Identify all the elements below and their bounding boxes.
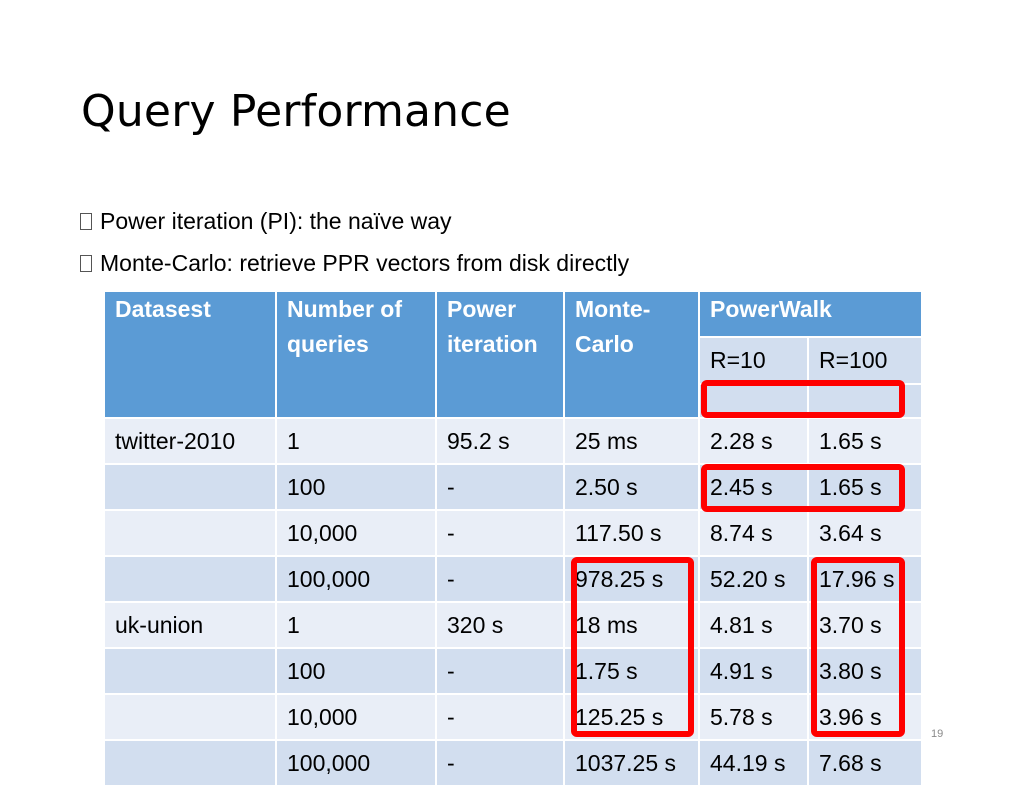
header-number-of-queries: Number of queries — [275, 290, 437, 419]
cell-r100: 3.64 s — [807, 509, 923, 557]
table-row: 100 - 1.75 s 4.91 s 3.80 s — [103, 647, 923, 695]
cell-monte-carlo: 978.25 s — [563, 555, 700, 603]
cell-dataset — [103, 739, 277, 787]
cell-dataset: twitter-2010 — [103, 417, 277, 465]
header-monte-carlo: Monte-Carlo — [563, 290, 700, 419]
cell-r10: 4.81 s — [698, 601, 809, 649]
cell-r10: 5.78 s — [698, 693, 809, 741]
bullet-item: Monte-Carlo: retrieve PPR vectors from d… — [80, 250, 629, 277]
header-powerwalk: PowerWalk — [698, 290, 923, 338]
table-row: 100,000 - 1037.25 s 44.19 s 7.68 s — [103, 739, 923, 787]
cell-power-iteration: - — [435, 739, 565, 787]
cell-dataset — [103, 693, 277, 741]
cell-queries: 10,000 — [275, 509, 437, 557]
highlight-box-monte-carlo-column — [571, 557, 694, 737]
cell-power-iteration: 95.2 s — [435, 417, 565, 465]
cell-monte-carlo: 2.50 s — [563, 463, 700, 511]
bullet-marker-icon — [80, 255, 92, 272]
cell-monte-carlo: 18 ms — [563, 601, 700, 649]
cell-r10: 2.45 s — [698, 463, 809, 511]
table-row: 100 - 2.50 s 2.45 s 1.65 s — [103, 463, 923, 511]
cell-power-iteration: - — [435, 555, 565, 603]
cell-r100: 7.68 s — [807, 739, 923, 787]
cell-r10: 52.20 s — [698, 555, 809, 603]
cell-power-iteration: - — [435, 647, 565, 695]
cell-dataset — [103, 647, 277, 695]
bullet-text: Monte-Carlo: retrieve PPR vectors from d… — [100, 250, 630, 276]
slide-number: 19 — [931, 728, 944, 740]
header-r10: R=10 — [698, 336, 809, 385]
cell-r100: 1.65 s — [807, 417, 923, 465]
highlight-box-powerwalk-header — [701, 380, 905, 418]
cell-power-iteration: - — [435, 463, 565, 511]
cell-queries: 100,000 — [275, 555, 437, 603]
cell-queries: 1 — [275, 601, 437, 649]
cell-power-iteration: - — [435, 693, 565, 741]
table-row: 10,000 - 117.50 s 8.74 s 3.64 s — [103, 509, 923, 557]
header-r100: R=100 — [807, 336, 923, 385]
header-dataset: Datasest — [103, 290, 277, 419]
cell-r10: 8.74 s — [698, 509, 809, 557]
cell-dataset — [103, 463, 277, 511]
cell-queries: 1 — [275, 417, 437, 465]
cell-r10: 44.19 s — [698, 739, 809, 787]
cell-power-iteration: 320 s — [435, 601, 565, 649]
slide-title: Query Performance — [81, 86, 511, 137]
table-row: 10,000 - 125.25 s 5.78 s 3.96 s — [103, 693, 923, 741]
cell-dataset: uk-union — [103, 601, 277, 649]
cell-dataset — [103, 509, 277, 557]
performance-table: Datasest Number of queries Power iterati… — [103, 290, 923, 787]
bullet-marker-icon — [80, 213, 92, 230]
table-row: uk-union 1 320 s 18 ms 4.81 s 3.70 s — [103, 601, 923, 649]
cell-monte-carlo: 1.75 s — [563, 647, 700, 695]
cell-queries: 100 — [275, 647, 437, 695]
cell-monte-carlo: 25 ms — [563, 417, 700, 465]
cell-monte-carlo: 117.50 s — [563, 509, 700, 557]
cell-queries: 10,000 — [275, 693, 437, 741]
highlight-box-r100-column — [811, 557, 905, 737]
bullet-item: Power iteration (PI): the naïve way — [80, 208, 452, 235]
cell-monte-carlo: 1037.25 s — [563, 739, 700, 787]
cell-dataset — [103, 555, 277, 603]
bullet-text: Power iteration (PI): the naïve way — [100, 208, 452, 234]
header-power-iteration: Power iteration — [435, 290, 565, 419]
cell-r10: 4.91 s — [698, 647, 809, 695]
table-row: 100,000 - 978.25 s 52.20 s 17.96 s — [103, 555, 923, 603]
cell-r10: 2.28 s — [698, 417, 809, 465]
highlight-box-100-queries-row — [701, 464, 905, 512]
cell-power-iteration: - — [435, 509, 565, 557]
cell-queries: 100,000 — [275, 739, 437, 787]
cell-queries: 100 — [275, 463, 437, 511]
table-row: twitter-2010 1 95.2 s 25 ms 2.28 s 1.65 … — [103, 417, 923, 465]
